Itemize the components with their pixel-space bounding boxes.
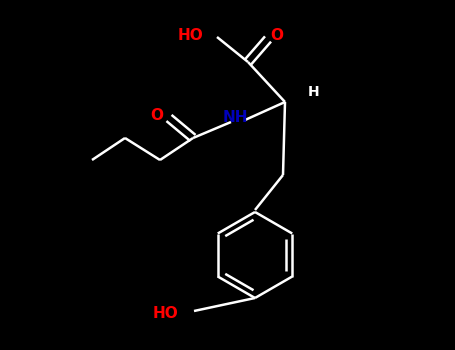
Text: HO: HO xyxy=(177,28,203,42)
Text: HO: HO xyxy=(152,307,178,322)
Text: O: O xyxy=(150,107,163,122)
Text: H: H xyxy=(308,85,319,99)
Text: O: O xyxy=(270,28,283,42)
Text: NH: NH xyxy=(222,111,248,126)
